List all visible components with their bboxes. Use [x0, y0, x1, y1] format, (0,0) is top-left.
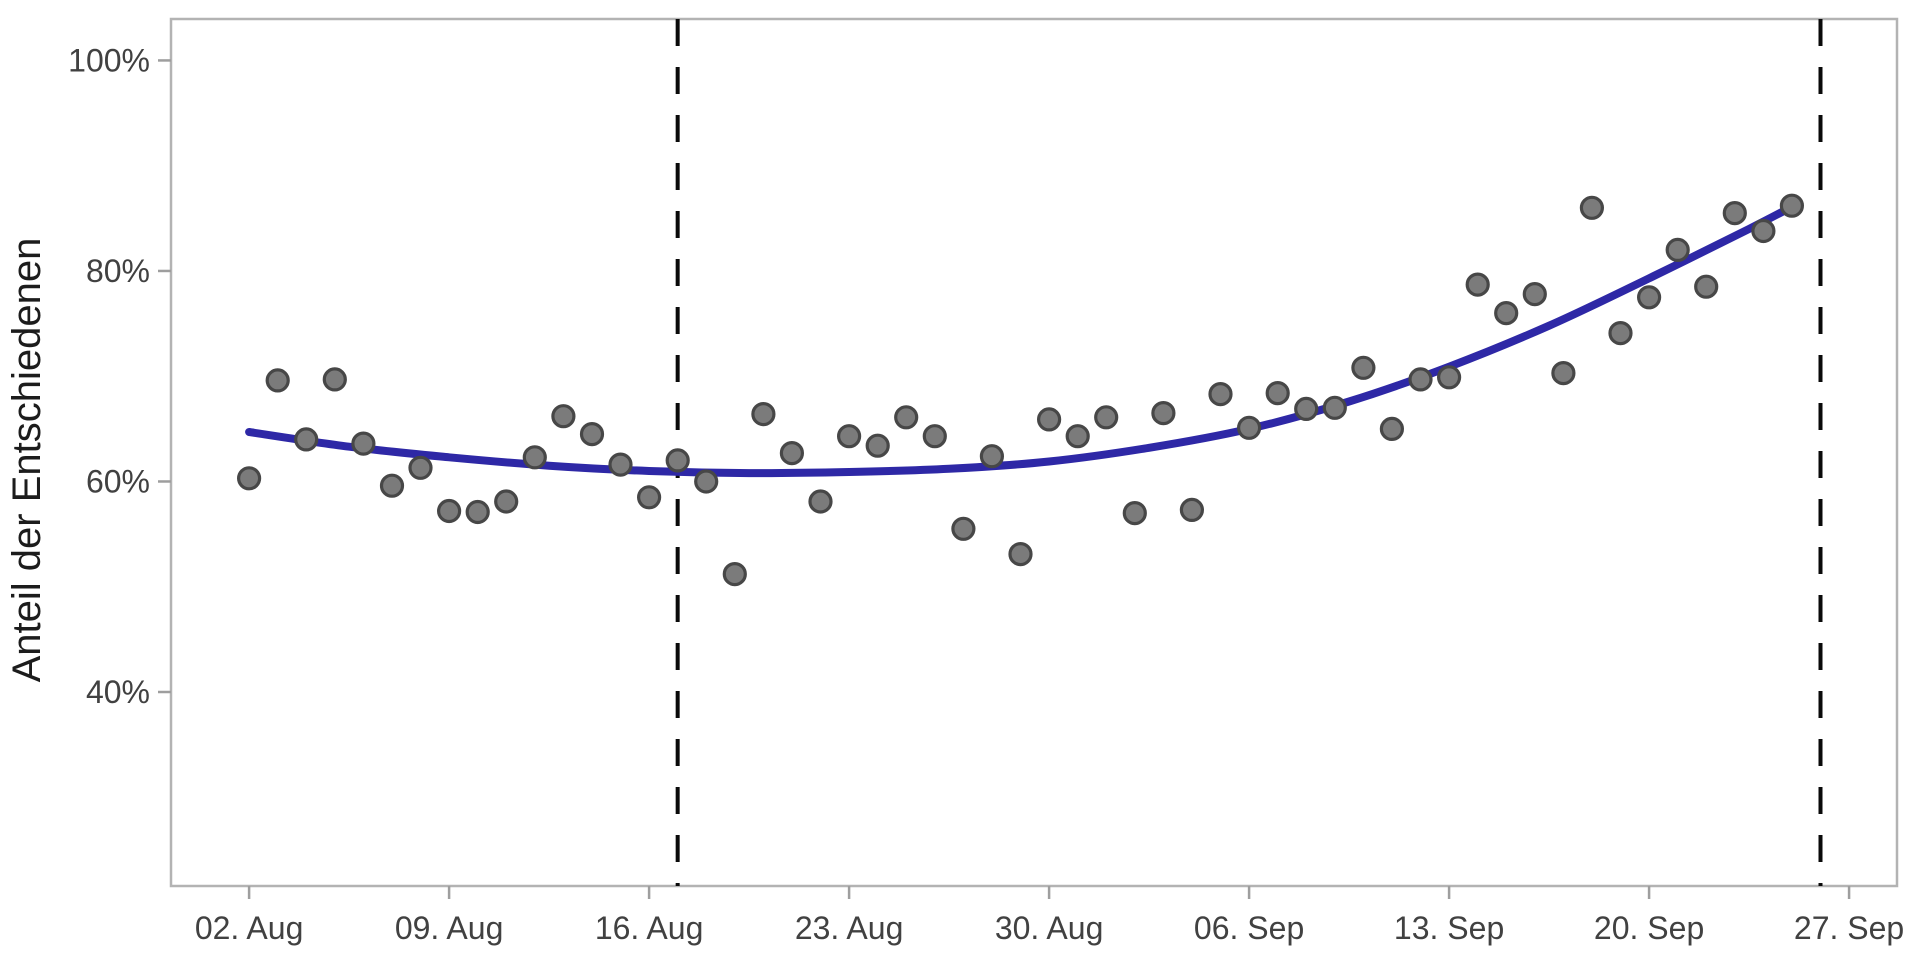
data-point [1779, 193, 1805, 218]
data-point [437, 498, 462, 524]
data-point [1465, 272, 1490, 297]
data-point [294, 427, 319, 452]
data-point [608, 452, 633, 477]
trend-line-layer [245, 202, 1796, 478]
data-point [1636, 285, 1662, 310]
data-point [1179, 497, 1205, 522]
y-axis-title: Anteil der Entschiedenen [5, 238, 49, 683]
data-point [1294, 396, 1319, 421]
x-tick-label: 06. Sep [1194, 910, 1304, 946]
data-point [1665, 237, 1690, 262]
data-point [1151, 401, 1176, 426]
data-point [1579, 195, 1605, 220]
data-point [951, 516, 976, 541]
plot-frame-layer [169, 17, 1899, 888]
trend-line [245, 202, 1796, 478]
data-point [1522, 282, 1547, 307]
y-tick-label: 40% [86, 674, 150, 710]
data-point [237, 466, 262, 491]
data-point [694, 469, 719, 494]
data-point [1551, 361, 1576, 386]
data-point [1408, 367, 1433, 392]
x-tick-label: 16. Aug [595, 910, 704, 946]
x-tick-label: 09. Aug [395, 910, 504, 946]
data-point [1208, 382, 1233, 407]
data-point [551, 404, 576, 429]
data-point [979, 444, 1005, 469]
data-point [665, 448, 690, 473]
data-point [465, 499, 490, 525]
data-points-layer [237, 193, 1805, 587]
data-point [1236, 415, 1262, 440]
data-point [1036, 407, 1062, 432]
data-point [322, 367, 347, 392]
y-tick-label: 100% [68, 42, 150, 78]
x-tick-label: 02. Aug [195, 910, 304, 946]
data-point [379, 473, 405, 498]
data-point [579, 422, 605, 447]
y-tick-label: 60% [86, 463, 150, 499]
data-point [1694, 274, 1719, 299]
data-point [265, 368, 290, 393]
data-point [1265, 381, 1290, 406]
y-tick-label: 80% [86, 253, 150, 289]
data-point [1436, 365, 1462, 390]
plot-frame [169, 17, 1899, 888]
data-point [522, 445, 547, 470]
data-point [1122, 500, 1147, 526]
x-tick-label: 27. Sep [1794, 910, 1904, 946]
data-point [636, 485, 662, 510]
data-point [351, 431, 376, 456]
data-point [1351, 355, 1376, 380]
data-point [494, 489, 519, 514]
axes-layer: 100% 80% 60% 40% 02. Aug 09. Aug 16. Aug 23. Au… [68, 42, 1904, 946]
data-point [1751, 218, 1776, 244]
data-point [836, 424, 862, 449]
data-point [922, 424, 947, 449]
data-point [779, 441, 805, 466]
x-tick-label: 13. Sep [1394, 910, 1504, 946]
x-tick-label: 30. Aug [995, 910, 1104, 946]
data-point [894, 405, 919, 430]
reference-lines-layer [675, 19, 1823, 886]
x-tick-label: 23. Aug [795, 910, 904, 946]
data-point [1065, 424, 1090, 449]
data-point [865, 433, 890, 458]
data-point [1722, 201, 1747, 226]
data-point [1379, 416, 1405, 441]
data-point [1094, 405, 1119, 430]
x-tick-label: 20. Sep [1594, 910, 1704, 946]
data-point [1494, 301, 1519, 326]
data-point [751, 402, 776, 427]
data-point [808, 489, 833, 514]
data-point [408, 455, 433, 480]
data-point [1322, 395, 1347, 420]
data-point [1008, 541, 1033, 567]
data-point [722, 561, 747, 587]
data-point [1608, 321, 1633, 346]
